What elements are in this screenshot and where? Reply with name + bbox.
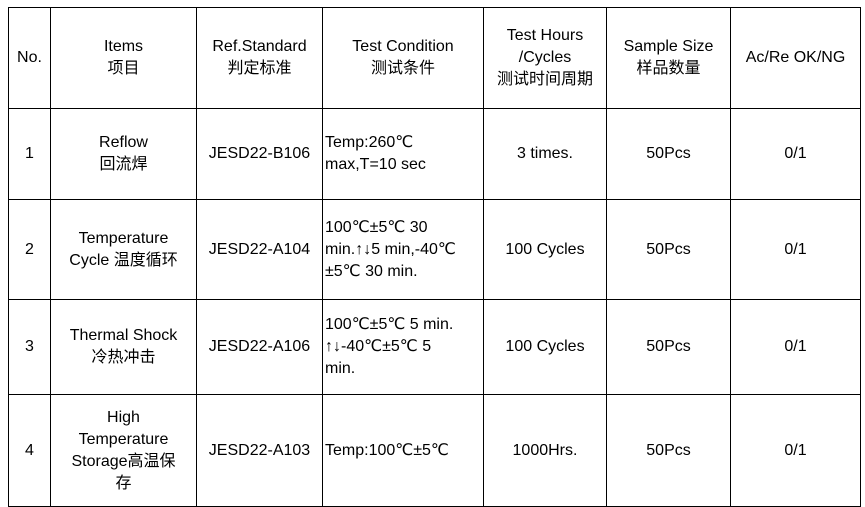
table-cell: 50Pcs	[606, 199, 731, 300]
cell-text: High	[107, 408, 140, 426]
header-cell: Test Hours/Cycles 测试时间周期	[483, 7, 607, 109]
table-row: 2 Temperature Cycle 温度循环 JESD22-A104 100℃±5℃…	[8, 199, 861, 300]
cell-text: 0/1	[784, 145, 807, 162]
cell-text: Ref.Standard	[212, 38, 307, 55]
table-cell: Thermal Shock 冷热冲击	[50, 299, 197, 395]
table-cell: 0/1	[730, 199, 861, 300]
header-cell: Ref.Standard 判定标准	[196, 7, 323, 109]
cell-text: 1000Hrs.	[512, 441, 578, 459]
table-cell: 0/1	[730, 108, 861, 200]
cell-text: Ac/Re OK/NG	[745, 49, 846, 66]
table-cell: Temp:260℃ max,T=10 sec	[322, 108, 484, 200]
cell-text: 50Pcs	[646, 441, 691, 459]
cell-text: Cycle 温度循环	[69, 251, 178, 269]
table-row: 3 Thermal Shock 冷热冲击 JESD22-A106 100℃±5℃ 5 m…	[8, 299, 861, 395]
table-cell: 4	[8, 394, 51, 507]
table-cell: 0/1	[730, 299, 861, 395]
cell-text: Temp:100℃±5℃	[325, 441, 449, 459]
table-cell: 1	[8, 108, 51, 200]
cell-text: 判定标准	[227, 60, 292, 77]
cell-text: 0/1	[784, 240, 807, 258]
cell-text: 1	[25, 145, 34, 162]
cell-text: 4	[25, 441, 34, 459]
cell-text: 3 times.	[516, 145, 573, 162]
header-cell: Items 项目	[50, 7, 197, 109]
cell-text: 存	[115, 474, 132, 492]
cell-text: Test Condition	[352, 38, 454, 55]
cell-text: /Cycles	[518, 49, 572, 66]
cell-text: ↑↓-40℃±5℃ 5	[325, 338, 432, 355]
header-row: No. Items 项目 Ref.Standard 判定标准 Test Condition…	[8, 7, 861, 109]
table-cell: High Temperature Storage高温保存	[50, 394, 197, 507]
cell-text: Storage高温保	[71, 452, 176, 470]
cell-text: Temp:260℃	[325, 134, 414, 151]
cell-text: Temperature	[78, 229, 169, 247]
table-cell: Temp:100℃±5℃	[322, 394, 484, 507]
cell-text: 50Pcs	[646, 338, 691, 355]
cell-text: min.	[325, 360, 356, 377]
table-cell: 100℃±5℃ 5 min. ↑↓-40℃±5℃ 5 min.	[322, 299, 484, 395]
cell-text: 项目	[107, 60, 140, 77]
table-cell: JESD22-B106	[196, 108, 323, 200]
cell-text: 50Pcs	[646, 145, 691, 162]
cell-text: min.↑↓5 min,-40℃	[325, 240, 456, 258]
table-cell: JESD22-A106	[196, 299, 323, 395]
cell-text: 样品数量	[636, 60, 701, 77]
header-cell: Ac/Re OK/NG	[730, 7, 861, 109]
table-cell: 0/1	[730, 394, 861, 507]
cell-text: 0/1	[784, 441, 807, 459]
header-cell: Test Condition 测试条件	[322, 7, 484, 109]
cell-text: 冷热冲击	[91, 349, 156, 366]
cell-text: 100℃±5℃ 5 min.	[325, 316, 454, 333]
header-cell: Sample Size 样品数量	[606, 7, 731, 109]
cell-text: ±5℃ 30 min.	[325, 262, 418, 280]
table-cell: 3 times.	[483, 108, 607, 200]
cell-text: JESD22-A104	[208, 240, 311, 258]
table-cell: 50Pcs	[606, 299, 731, 395]
cell-text: Thermal Shock	[69, 327, 178, 344]
cell-text: No.	[17, 49, 42, 66]
table-body: No. Items 项目 Ref.Standard 判定标准 Test Condition…	[8, 7, 861, 507]
table-cell: JESD22-A103	[196, 394, 323, 507]
table-cell: 100℃±5℃ 30 min.↑↓5 min,-40℃ ±5℃ 30 min.	[322, 199, 484, 300]
cell-text: 3	[25, 338, 34, 355]
table-cell: 1000Hrs.	[483, 394, 607, 507]
cell-text: max,T=10 sec	[325, 156, 426, 173]
table-cell: 3	[8, 299, 51, 395]
table-row: 4 High Temperature Storage高温保存 JESD22-A103 Te…	[8, 394, 861, 507]
cell-text: Temperature	[78, 430, 169, 448]
table-cell: Temperature Cycle 温度循环	[50, 199, 197, 300]
cell-text: Items	[103, 38, 144, 55]
cell-text: Test Hours	[506, 27, 584, 44]
table-row: 1 Reflow 回流焊 JESD22-B106 Temp:260℃ max,T=10 s…	[8, 108, 861, 200]
table-cell: 2	[8, 199, 51, 300]
cell-text: 0/1	[784, 338, 807, 355]
cell-text: JESD22-A106	[208, 338, 311, 355]
cell-text: 100 Cycles	[505, 338, 585, 355]
cell-text: Reflow	[99, 134, 148, 151]
cell-text: 测试时间周期	[496, 71, 593, 88]
cell-text: Sample Size	[623, 38, 714, 55]
header-cell: No.	[8, 7, 51, 109]
table-cell: 50Pcs	[606, 108, 731, 200]
cell-text: JESD22-A103	[208, 441, 311, 459]
table-cell: 100 Cycles	[483, 199, 607, 300]
table-cell: 100 Cycles	[483, 299, 607, 395]
cell-text: 2	[25, 240, 34, 258]
table-cell: JESD22-A104	[196, 199, 323, 300]
table-cell: Reflow 回流焊	[50, 108, 197, 200]
cell-text: 100 Cycles	[505, 240, 585, 258]
cell-text: 50Pcs	[646, 240, 691, 258]
cell-text: JESD22-B106	[208, 145, 311, 162]
cell-text: 测试条件	[370, 60, 435, 77]
cell-text: 回流焊	[99, 156, 148, 173]
test-table: No. Items 项目 Ref.Standard 判定标准 Test Condition…	[8, 7, 861, 507]
cell-text: 100℃±5℃ 30	[325, 218, 428, 236]
table-cell: 50Pcs	[606, 394, 731, 507]
